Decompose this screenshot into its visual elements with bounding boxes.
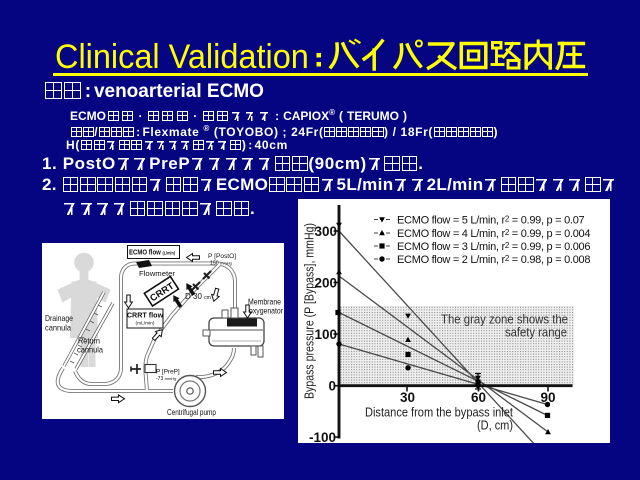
svg-text:P [PreP]: P [PreP] <box>156 369 180 376</box>
svg-text:0: 0 <box>328 379 336 394</box>
svg-text:cannula: cannula <box>45 324 71 333</box>
svg-text:oxygenator: oxygenator <box>249 306 283 316</box>
svg-text:200: 200 <box>314 275 337 290</box>
svg-text:-100: -100 <box>309 430 336 443</box>
svg-text:CRRT flow: CRRT flow <box>127 311 164 320</box>
svg-text:100: 100 <box>314 327 337 342</box>
svg-text:ECMO flow = 5 L/min, r2 = 0.99: ECMO flow = 5 L/min, r2 = 0.99, p = 0.07 <box>397 214 585 226</box>
svg-text:30: 30 <box>400 390 415 405</box>
svg-text:safety range: safety range <box>505 326 567 340</box>
svg-text:P [PostO]: P [PostO] <box>208 253 236 260</box>
svg-text:300: 300 <box>314 224 337 239</box>
svg-text:(mL/min): (mL/min) <box>136 321 155 327</box>
svg-text:Distance from the bypass inlet: Distance from the bypass inlet <box>365 406 513 420</box>
svg-text:Flowmeter: Flowmeter <box>139 269 175 278</box>
svg-text:Drainage: Drainage <box>45 314 73 323</box>
svg-text:(D, cm): (D, cm) <box>477 419 513 433</box>
svg-text:ECMO flow = 2 L/min, r2 = 0.98: ECMO flow = 2 L/min, r2 = 0.98, p = 0.00… <box>397 254 590 266</box>
svg-text:Membrane: Membrane <box>248 297 281 307</box>
svg-text:ECMO flow = 4 L/min, r2 = 0.99: ECMO flow = 4 L/min, r2 = 0.99, p = 0.00… <box>397 228 590 240</box>
svg-text:ECMO flow (L/min): ECMO flow (L/min) <box>129 248 175 257</box>
svg-text:-73 mmHg: -73 mmHg <box>156 376 176 382</box>
svg-text:Return: Return <box>78 337 100 346</box>
svg-text:60: 60 <box>471 390 486 405</box>
svg-text:The gray zone shows the: The gray zone shows the <box>441 313 568 327</box>
svg-text:D 30 cm: D 30 cm <box>185 292 211 301</box>
svg-text:150 mmHg: 150 mmHg <box>210 261 232 267</box>
svg-text:ECMO flow = 3 L/min, r2 = 0.99: ECMO flow = 3 L/min, r2 = 0.99, p = 0.00… <box>397 241 590 253</box>
svg-text:90: 90 <box>540 390 555 405</box>
svg-text:Centrifugal pump: Centrifugal pump <box>167 407 216 417</box>
svg-text:Bypass pressure (P [Bypass], m: Bypass pressure (P [Bypass], mmHg) <box>303 223 317 399</box>
svg-text:cannula: cannula <box>77 346 103 355</box>
